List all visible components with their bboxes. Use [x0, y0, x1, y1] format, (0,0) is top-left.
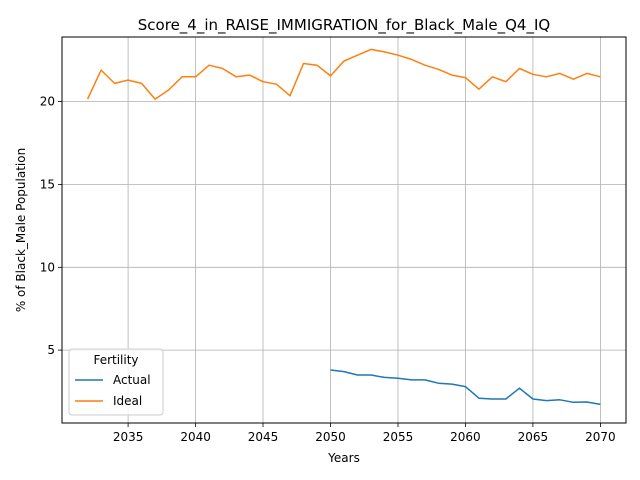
- x-tick-label: 2040: [180, 430, 211, 444]
- x-tick-label: 2065: [518, 430, 549, 444]
- x-axis-label: Years: [327, 451, 360, 465]
- x-tick-label: 2045: [248, 430, 279, 444]
- plot-frame: [61, 36, 627, 424]
- legend-label-actual: Actual: [113, 373, 151, 387]
- series-line-actual: [330, 369, 601, 406]
- series-lines: [86, 48, 601, 406]
- x-tick-label: 2035: [113, 430, 144, 444]
- legend-box: [68, 348, 164, 416]
- legend-label-ideal: Ideal: [113, 394, 142, 408]
- y-tick-label: 15: [40, 177, 55, 191]
- y-tick-label: 5: [47, 343, 55, 357]
- x-tick-label: 2050: [315, 430, 346, 444]
- series-line-ideal: [86, 48, 601, 100]
- y-tick-label: 10: [40, 260, 55, 274]
- axis-ticks: 2035 2040 2045 2050 2055 2060 2065 2070 5 10 15 20: [40, 95, 616, 444]
- x-tick-label: 2060: [450, 430, 481, 444]
- y-axis-label: % of Black_Male Population: [14, 148, 28, 312]
- chart-title: Score_4_in_RAISE_IMMIGRATION_for_Black_M…: [138, 16, 550, 35]
- legend-title: Fertility: [93, 353, 138, 367]
- y-tick-label: 20: [40, 95, 55, 109]
- legend: Fertility Actual Ideal: [68, 348, 164, 416]
- x-tick-label: 2070: [585, 430, 616, 444]
- x-tick-label: 2055: [383, 430, 414, 444]
